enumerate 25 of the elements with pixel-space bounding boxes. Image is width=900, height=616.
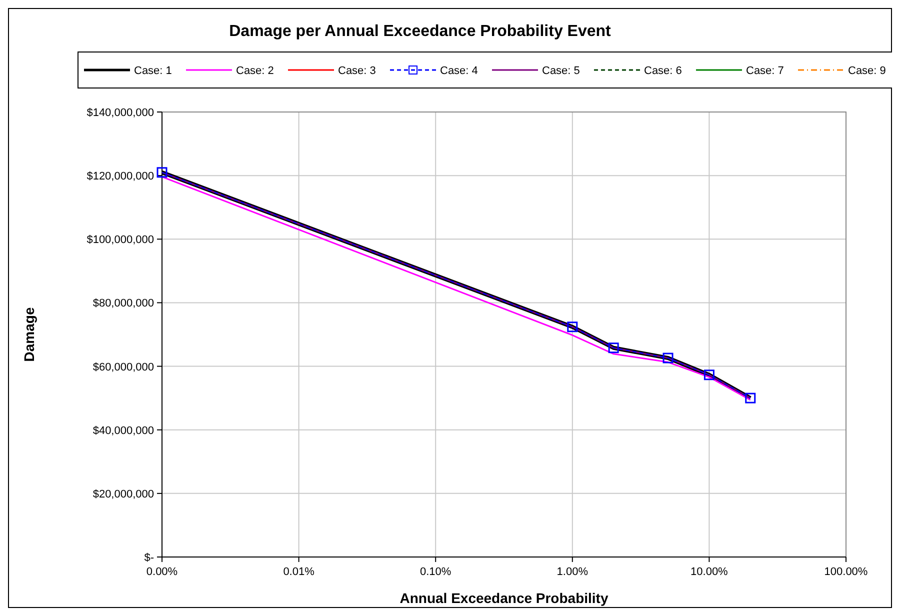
legend-label: Case: 4 bbox=[440, 65, 478, 77]
legend-label: Case: 7 bbox=[746, 65, 784, 77]
chart-title: Damage per Annual Exceedance Probability Event bbox=[229, 23, 612, 40]
y-tick-label: $20,000,000 bbox=[92, 488, 154, 500]
x-tick-label: 1.00% bbox=[556, 566, 588, 578]
y-tick-label: $100,000,000 bbox=[86, 234, 154, 246]
y-tick-label: $60,000,000 bbox=[92, 361, 154, 374]
legend-label: Case: 9 bbox=[848, 65, 886, 77]
y-tick-label: $- bbox=[144, 552, 154, 564]
x-tick-label: 0.10% bbox=[420, 566, 452, 578]
x-tick-label: 100.00% bbox=[824, 566, 868, 578]
y-tick-label: $120,000,000 bbox=[86, 170, 154, 183]
y-tick-label: $40,000,000 bbox=[92, 424, 154, 437]
x-tick-label: 10.00% bbox=[690, 566, 728, 578]
legend-label: Case: 3 bbox=[338, 65, 376, 77]
legend-label: Case: 2 bbox=[236, 65, 274, 77]
x-tick-label: 0.01% bbox=[283, 566, 315, 578]
y-tick-label: $140,000,000 bbox=[86, 107, 154, 119]
y-tick-label: $80,000,000 bbox=[92, 298, 154, 310]
y-axis-title: Damage bbox=[21, 307, 37, 362]
x-axis-title: Annual Exceedance Probability bbox=[400, 590, 608, 606]
x-tick-label: 0.00% bbox=[146, 566, 178, 578]
legend-label: Case: 1 bbox=[134, 65, 172, 77]
legend-label: Case: 6 bbox=[644, 65, 682, 77]
legend-label: Case: 5 bbox=[542, 65, 580, 77]
